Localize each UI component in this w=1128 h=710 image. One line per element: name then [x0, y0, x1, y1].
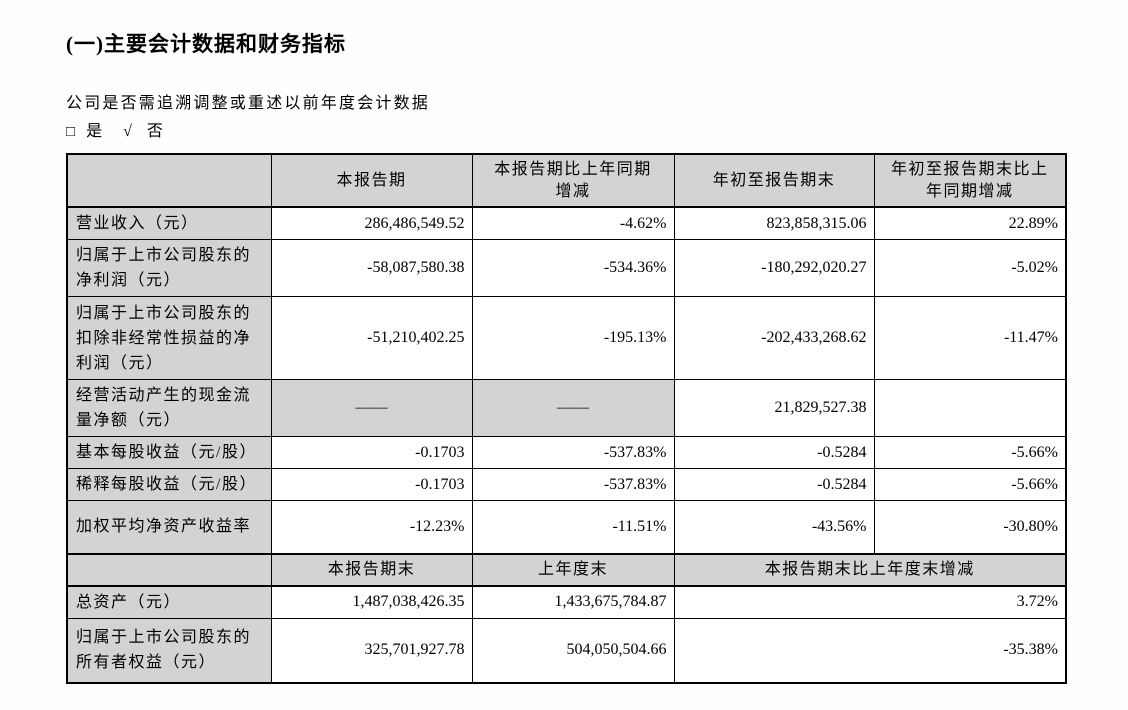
value-cell: -43.56%	[673, 500, 875, 554]
yes-no-answer-row: □ 是 √ 否	[66, 122, 1128, 142]
row-label: 经营活动产生的现金流量净额（元）	[66, 379, 272, 437]
value-cell: -195.13%	[471, 296, 675, 380]
table-row: 加权平均净资产收益率 -12.23% -11.51% -43.56% -30.80%	[66, 500, 1067, 554]
header-period-col-3: 年初至报告期末	[673, 153, 875, 208]
value-cell: 1,433,675,784.87	[471, 585, 675, 619]
dash-cell: ——	[270, 379, 473, 437]
table-header-period: 本报告期 本报告期比上年同期 增减 年初至报告期末 年初至报告期末比上 年同期增减	[66, 153, 1067, 208]
table-row: 总资产（元） 1,487,038,426.35 1,433,675,784.87 3.…	[66, 585, 1067, 619]
value-cell: 1,487,038,426.35	[270, 585, 473, 619]
value-cell: -180,292,020.27	[673, 239, 875, 297]
value-cell: -51,210,402.25	[270, 296, 473, 380]
value-cell: -12.23%	[270, 500, 473, 554]
row-label: 归属于上市公司股东的净利润（元）	[66, 239, 272, 297]
value-cell: -11.47%	[873, 296, 1067, 380]
checkmark-icon: √	[123, 123, 132, 140]
row-label: 加权平均净资产收益率	[66, 500, 272, 554]
dash-cell: ——	[471, 379, 675, 437]
value-cell: -5.66%	[873, 436, 1067, 469]
value-cell: -534.36%	[471, 239, 675, 297]
value-cell: -0.5284	[673, 468, 875, 501]
yes-label: 是	[86, 123, 103, 140]
row-label: 稀释每股收益（元/股）	[66, 468, 272, 501]
header-corner-cell	[66, 552, 272, 587]
table-row: 基本每股收益（元/股） -0.1703 -537.83% -0.5284 -5.66%	[66, 436, 1067, 469]
value-cell: -202,433,268.62	[673, 296, 875, 380]
row-label: 营业收入（元）	[66, 206, 272, 240]
table-row: 营业收入（元） 286,486,549.52 -4.62% 823,858,315.0…	[66, 206, 1067, 240]
value-cell: 823,858,315.06	[673, 206, 875, 240]
report-page: (一)主要会计数据和财务指标 公司是否需追溯调整或重述以前年度会计数据 □ 是 √ 否…	[66, 32, 1128, 684]
value-cell: -30.80%	[873, 500, 1067, 554]
row-label: 归属于上市公司股东的所有者权益（元）	[66, 618, 272, 683]
value-cell: -5.66%	[873, 468, 1067, 501]
value-cell: -0.1703	[270, 468, 473, 501]
row-label: 基本每股收益（元/股）	[66, 436, 272, 469]
value-cell: 504,050,504.66	[471, 618, 675, 683]
value-cell: 325,701,927.78	[270, 618, 473, 683]
header-yearend-col-3: 本报告期末比上年度末增减	[673, 552, 1067, 587]
value-cell: 286,486,549.52	[270, 206, 473, 240]
value-cell: 3.72%	[673, 585, 1067, 619]
value-cell: -0.5284	[673, 436, 875, 469]
value-cell: -35.38%	[673, 618, 1067, 683]
value-cell: -5.02%	[873, 239, 1067, 297]
table-row: 归属于上市公司股东的净利润（元） -58,087,580.38 -534.36% -1…	[66, 239, 1067, 297]
table-row: 归属于上市公司股东的所有者权益（元） 325,701,927.78 504,050,…	[66, 618, 1067, 683]
header-period-col-2: 本报告期比上年同期 增减	[471, 153, 675, 208]
value-cell	[873, 379, 1067, 437]
value-cell: 22.89%	[873, 206, 1067, 240]
row-label: 总资产（元）	[66, 585, 272, 619]
value-cell: -0.1703	[270, 436, 473, 469]
value-cell: -4.62%	[471, 206, 675, 240]
restatement-question: 公司是否需追溯调整或重述以前年度会计数据	[66, 95, 431, 112]
table-row: 稀释每股收益（元/股） -0.1703 -537.83% -0.5284 -5.66%	[66, 468, 1067, 501]
section-title: (一)主要会计数据和财务指标	[66, 32, 346, 56]
table-row: 归属于上市公司股东的扣除非经常性损益的净利润（元） -51,210,402.25-…	[66, 296, 1067, 380]
value-cell: -537.83%	[471, 436, 675, 469]
table-row: 经营活动产生的现金流量净额（元） —— —— 21,829,527.38	[66, 379, 1067, 437]
checkbox-unchecked-icon: □	[66, 124, 76, 140]
financial-indicators-table: 本报告期 本报告期比上年同期 增减 年初至报告期末 年初至报告期末比上 年同期增减 营业…	[66, 153, 1067, 684]
row-label: 归属于上市公司股东的扣除非经常性损益的净利润（元）	[66, 296, 272, 380]
header-period-col-4: 年初至报告期末比上 年同期增减	[873, 153, 1067, 208]
header-yearend-col-1: 本报告期末	[270, 552, 473, 587]
value-cell: -11.51%	[471, 500, 675, 554]
header-period-col-1: 本报告期	[270, 153, 473, 208]
table-header-yearend: 本报告期末 上年度末 本报告期末比上年度末增减	[66, 552, 1067, 587]
value-cell: -537.83%	[471, 468, 675, 501]
value-cell: -58,087,580.38	[270, 239, 473, 297]
header-corner-cell	[66, 153, 272, 208]
header-yearend-col-2: 上年度末	[471, 552, 675, 587]
no-label: 否	[146, 123, 163, 140]
value-cell: 21,829,527.38	[673, 379, 875, 437]
